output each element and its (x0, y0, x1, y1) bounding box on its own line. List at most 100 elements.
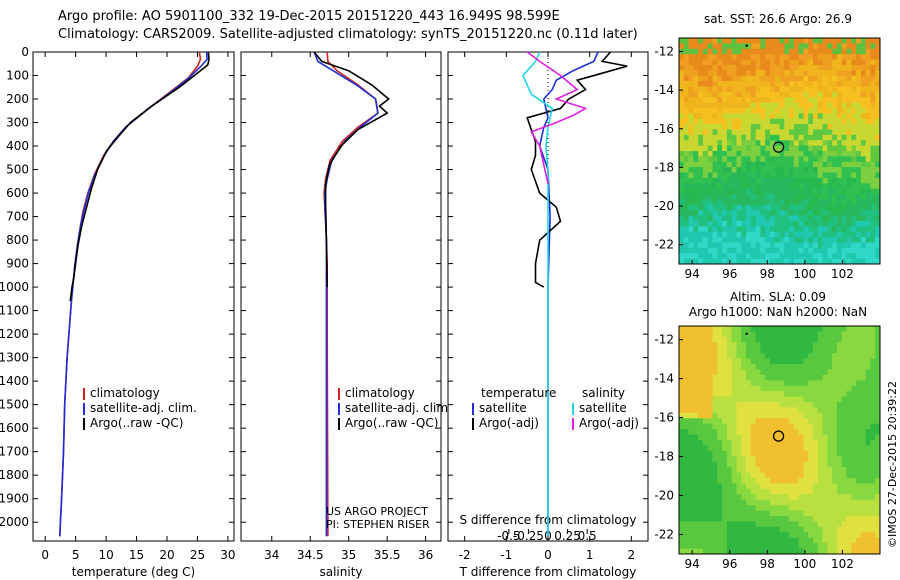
sla_map-cell (870, 412, 876, 419)
sst_map-cell (779, 177, 785, 184)
sst_map-cell (679, 237, 685, 243)
sla_map-cell (793, 385, 800, 392)
sst_map-cell (746, 253, 752, 260)
sla_map-cell (774, 532, 780, 539)
sst_map-cell (803, 113, 809, 120)
sla_map-group (679, 326, 881, 555)
sla_map-cell (741, 548, 747, 555)
sst_map-cell (846, 177, 852, 184)
sla_map-cell (784, 526, 790, 533)
sst_map-cell (789, 129, 795, 136)
sst_map-cell (865, 226, 871, 233)
sst_map-cell (741, 118, 747, 125)
sla_map-cell (702, 456, 709, 463)
sst_map-cell (860, 102, 867, 109)
sla_map-cell (750, 505, 756, 511)
temperature-xtick-label: 25 (190, 548, 205, 562)
sla_map-cell (693, 472, 699, 479)
sla_map-cell (707, 369, 713, 376)
sla_map-cell (774, 478, 780, 484)
sst_map-cell (731, 129, 737, 136)
sla_map-cell (793, 516, 800, 522)
sla_map-cell (846, 505, 852, 511)
sla_map-cell (736, 472, 742, 479)
sla_map-cell (765, 494, 771, 501)
sst_map-cell (851, 54, 857, 60)
depth-tick-label: 2000 (0, 515, 29, 529)
sst_map-cell (712, 91, 718, 98)
sla_map-cell (683, 369, 689, 376)
sla_map-cell (765, 510, 771, 517)
sst_map-cell (822, 253, 828, 260)
sla_map-cell (846, 396, 852, 403)
sst_map-cell (736, 64, 742, 71)
sst_map-cell (679, 226, 685, 233)
sst_map-cell (707, 91, 713, 98)
sla_map-cell (769, 407, 776, 414)
sst_map-cell (741, 220, 747, 227)
sst_map-cell (693, 97, 699, 103)
sst_map-cell (822, 43, 828, 50)
depth-tick-label: 0 (21, 45, 29, 59)
sla_map-cell (779, 521, 785, 528)
sla_map-cell (832, 461, 838, 468)
sst_map-cell (741, 215, 747, 222)
sla_map-cell (832, 499, 838, 506)
sst_map-cell (731, 64, 737, 71)
sst_map-cell (836, 118, 843, 125)
sst_map-cell (813, 199, 819, 206)
sla_map-cell (693, 385, 699, 392)
sst_map-cell (827, 124, 833, 130)
sla_map-cell (712, 548, 718, 555)
sst_map-cell (741, 124, 747, 130)
sla_map-cell (760, 521, 766, 528)
sla_map-cell (755, 336, 761, 343)
sst_map-cell (779, 91, 785, 98)
sst_map-cell (679, 258, 685, 265)
sst_map-cell (746, 54, 752, 60)
sla_map-cell (851, 326, 857, 332)
sla_map-cell (860, 391, 867, 397)
sst_map-cell (741, 167, 747, 173)
sla_map-cell (688, 516, 694, 522)
sla_map-cell (688, 358, 694, 365)
sst_map-cell (813, 107, 819, 114)
sla_map-cell (832, 494, 838, 501)
sst_map-cell (870, 247, 876, 254)
sla_map-cell (827, 385, 833, 392)
sla_map-cell (746, 412, 752, 419)
sla_map-cell (827, 450, 833, 457)
sla_map-cell (726, 369, 733, 376)
sla_map-cell (769, 342, 776, 349)
sst_map-cell (803, 70, 809, 77)
sst_map-cell (779, 253, 785, 260)
sla_map-cell (774, 526, 780, 533)
sst_map-cell (769, 134, 776, 141)
sla_map-cell (679, 478, 685, 484)
sst_map-cell (693, 210, 699, 216)
sst_map-cell (731, 151, 737, 157)
sla_map-cell (803, 418, 809, 425)
sla_map-cell (755, 516, 761, 522)
sst_map-cell (841, 151, 847, 157)
sst_map-cell (784, 161, 790, 168)
sst_map-cell (856, 134, 862, 141)
sst_map-cell (760, 226, 766, 233)
sst_map-cell (679, 81, 685, 87)
sla_map-cell (793, 418, 800, 425)
sla_map-cell (856, 456, 862, 463)
sla_map-cell (875, 380, 881, 387)
sst_map-cell (870, 215, 876, 222)
sla_map-cell (736, 510, 742, 517)
sst_map-cell (832, 38, 838, 44)
sst_map-cell (707, 156, 713, 163)
sla_map-cell (707, 429, 713, 435)
sst_map-cell (851, 59, 857, 66)
sst_map-cell (769, 247, 776, 254)
sla_map-cell (693, 336, 699, 343)
sst_map-cell (736, 54, 742, 60)
sla_map-cell (722, 412, 728, 419)
sla_map-cell (693, 423, 699, 430)
sla_map-cell (769, 380, 776, 387)
sla_map-cell (683, 434, 689, 441)
